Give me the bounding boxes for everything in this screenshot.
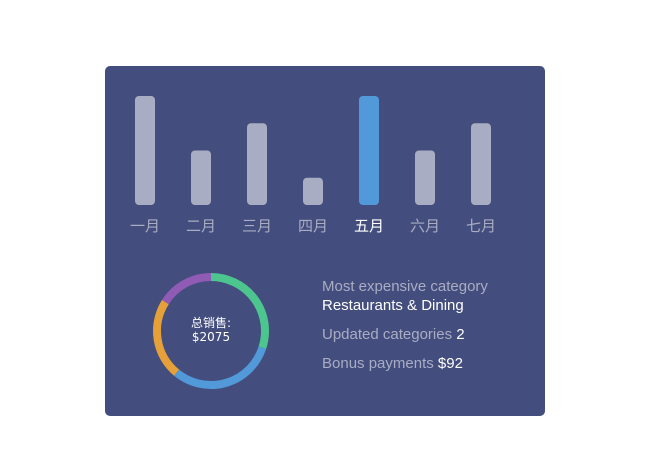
most-expensive-label: Most expensive category [322, 278, 488, 295]
updated-label: Updated categories [322, 326, 453, 343]
donut-slice-4 [162, 273, 212, 305]
donut-center: 总销售: $2075 [171, 316, 251, 344]
bar-label-1: 一月 [129, 217, 160, 235]
bar-1 [135, 96, 155, 205]
bonus-value: $92 [437, 355, 463, 372]
donut-slice-1 [210, 273, 269, 349]
bonus-label: Bonus payments [322, 355, 434, 372]
bar-label-5: 五月 [353, 217, 384, 235]
bar-label-3: 三月 [241, 217, 272, 235]
bar-label-4: 四月 [297, 217, 328, 235]
dashboard-card: 一月 二月 三月 四月 五月 六月 七月 总销售: $2075 Most expensive… [105, 66, 545, 416]
bar-4 [303, 177, 323, 205]
bar-5 [359, 96, 379, 205]
updated-categories: Updated categories 2 [322, 326, 465, 343]
most-expensive-value: Restaurants & Dining [322, 297, 464, 314]
bar-label-6: 六月 [409, 217, 440, 235]
donut-slice-3 [153, 299, 180, 376]
bar-label-7: 七月 [465, 217, 496, 235]
donut-center-label: 总销售: [190, 316, 232, 330]
donut-slice-2 [174, 346, 267, 389]
bar-chart [135, 96, 491, 205]
bar-6 [415, 150, 435, 205]
bar-label-2: 二月 [185, 217, 216, 235]
donut-center-value: $2075 [191, 330, 231, 344]
updated-value: 2 [456, 326, 465, 343]
bar-2 [191, 150, 211, 205]
bar-7 [471, 123, 491, 205]
bar-3 [247, 123, 267, 205]
donut-chart [153, 273, 269, 389]
bonus-payments: Bonus payments $92 [322, 355, 463, 372]
